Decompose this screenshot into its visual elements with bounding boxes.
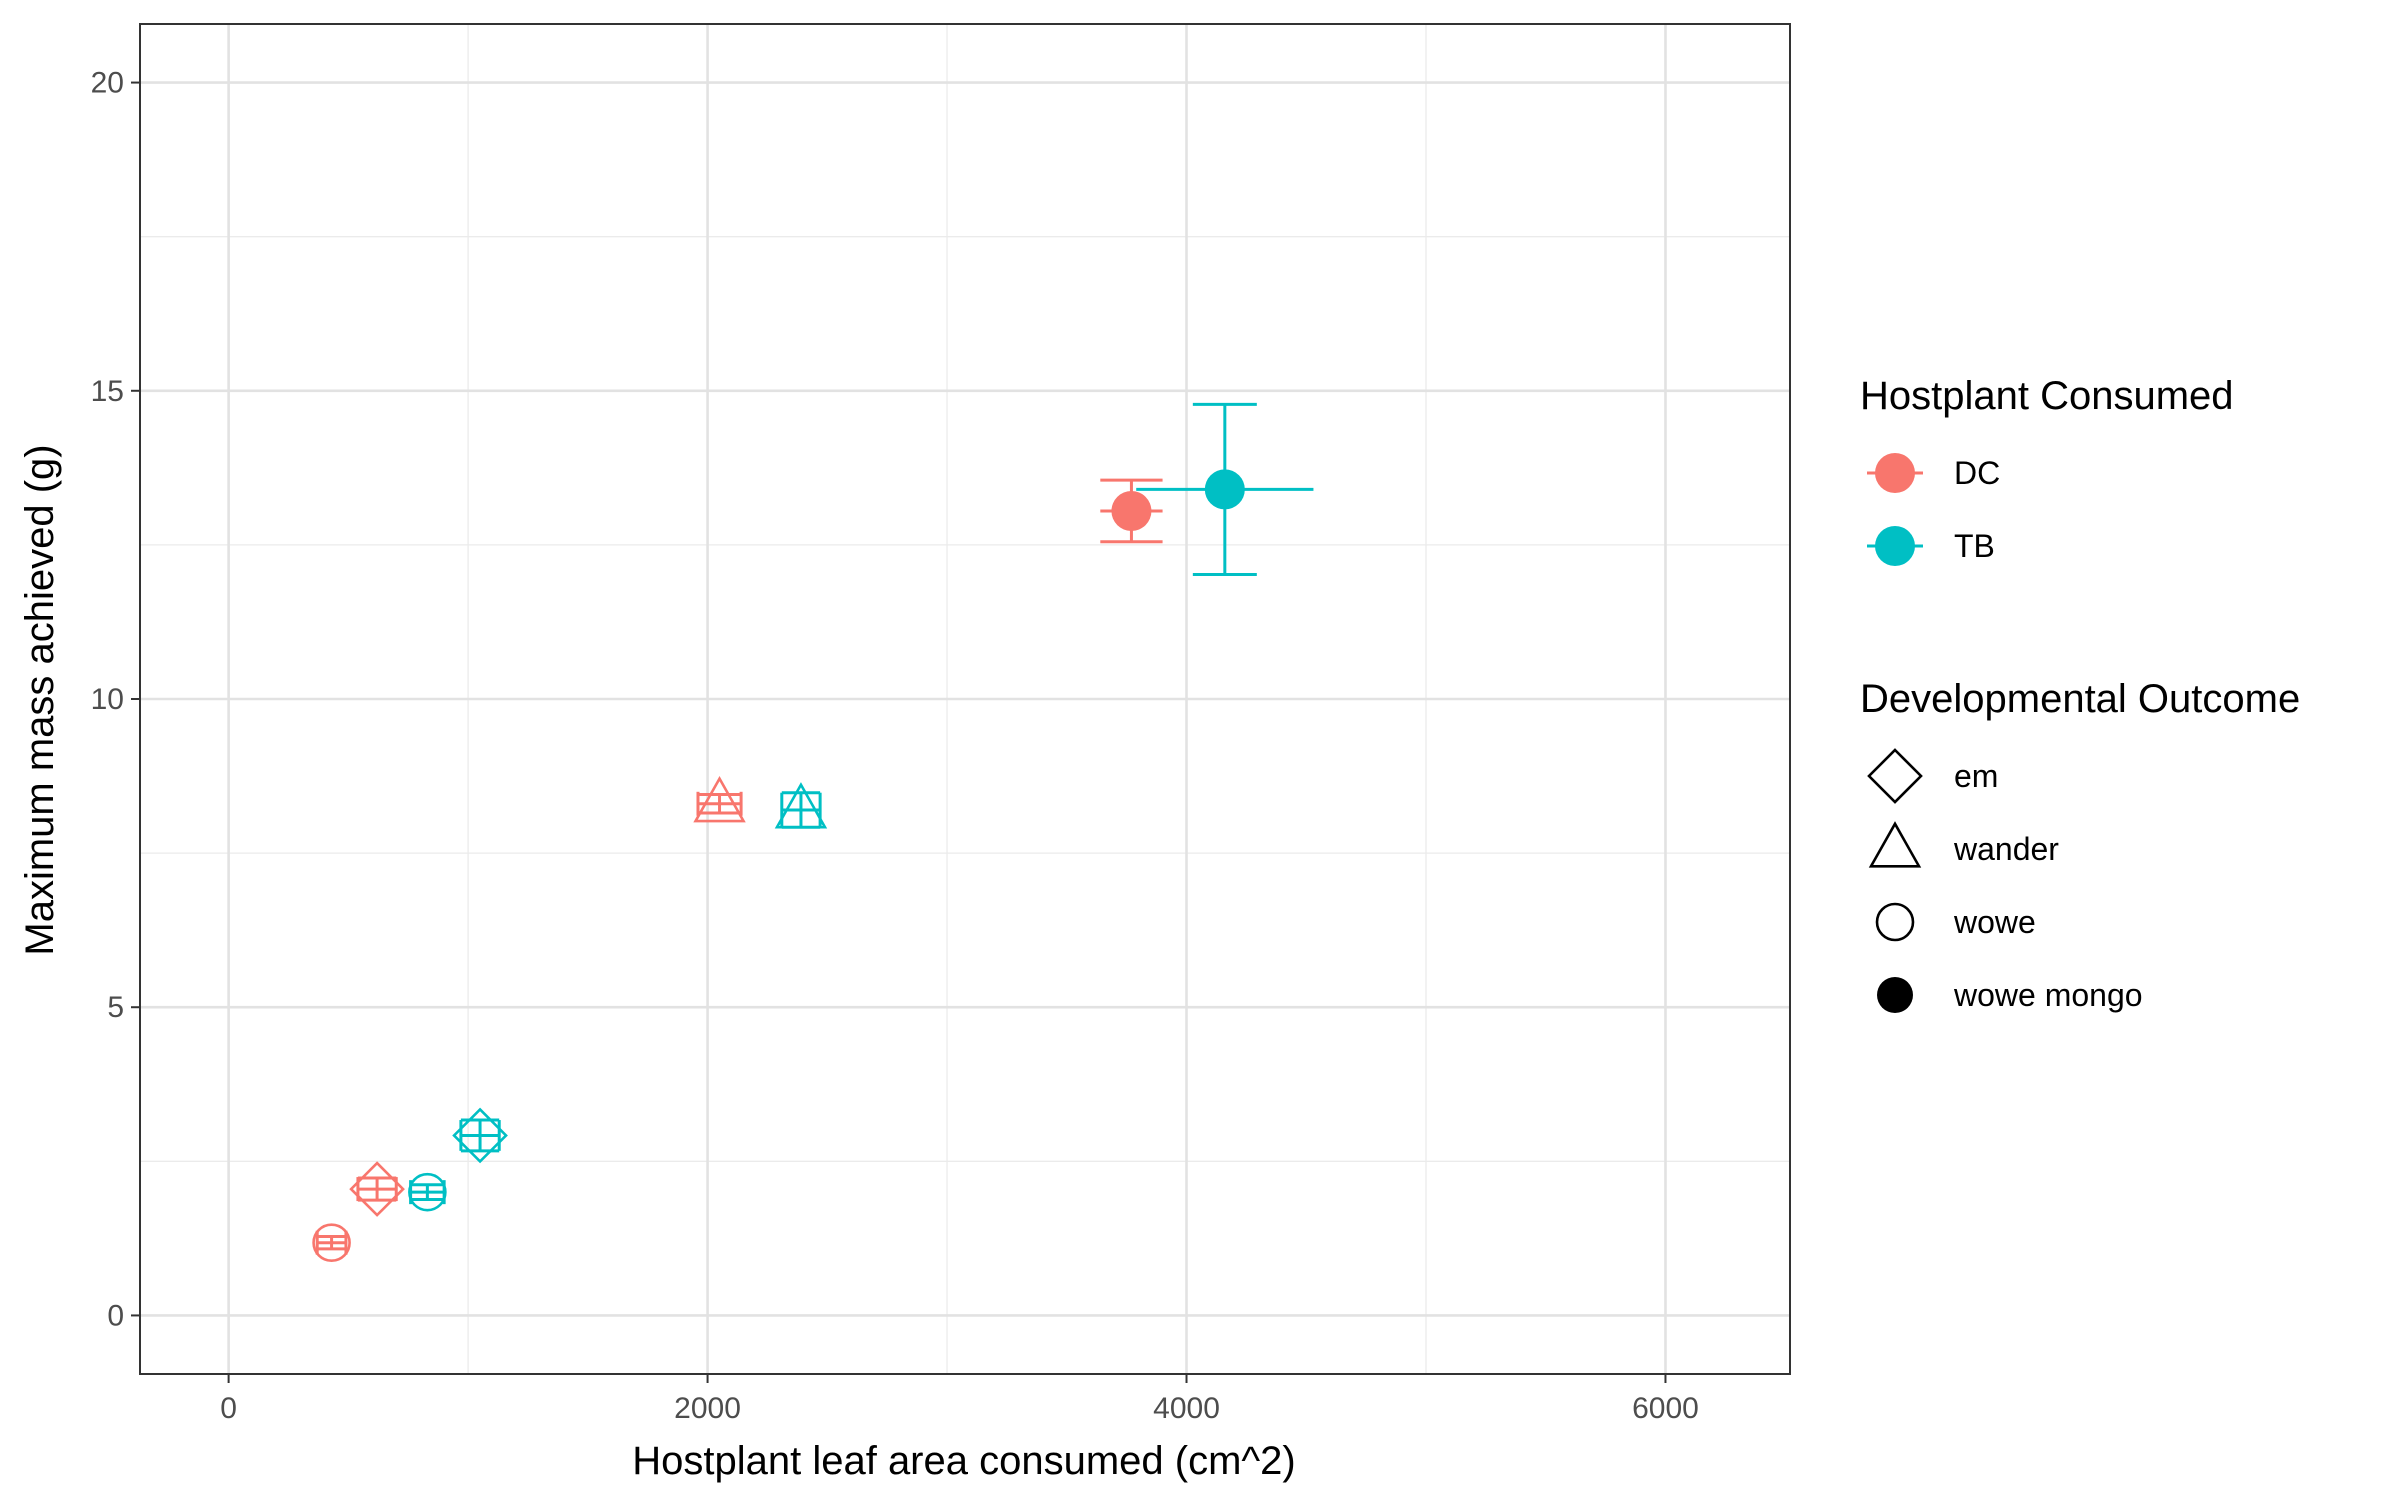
x-tick-label: 0 xyxy=(220,1392,237,1425)
legend-label-shape: wander xyxy=(1953,831,2059,867)
data-point-dc xyxy=(693,775,746,823)
data-point-tb xyxy=(1204,469,1245,510)
legend-key-shape xyxy=(1867,748,1923,804)
legend: Hostplant Consumed DC TB Developmental Ou… xyxy=(1860,374,2300,1013)
axis-tick-labels: 0 2000 4000 6000 0 5 10 15 20 xyxy=(91,67,1699,1425)
legend-label-shape: wowe mongo xyxy=(1953,977,2143,1013)
y-tick-label: 10 xyxy=(91,683,124,716)
data-point-dc xyxy=(312,1223,351,1262)
legend-key-shape xyxy=(1868,821,1922,868)
data-point-dc xyxy=(1111,490,1152,531)
data-point-tb xyxy=(452,1107,508,1164)
y-tick-label: 15 xyxy=(91,375,124,408)
error-bars xyxy=(315,402,1314,1255)
legend-color-title: Hostplant Consumed xyxy=(1860,374,2234,418)
legend-key-dc xyxy=(1875,453,1915,493)
x-tick-label: 2000 xyxy=(674,1392,741,1425)
legend-label-shape: em xyxy=(1954,758,1998,794)
data-points xyxy=(312,469,1245,1262)
y-tick-label: 0 xyxy=(107,1299,124,1332)
data-point-tb xyxy=(408,1172,447,1212)
x-tick-label: 6000 xyxy=(1632,1392,1699,1425)
grid-major xyxy=(140,24,1790,1374)
legend-color-entries: DC TB xyxy=(1867,453,2000,566)
legend-key-shape xyxy=(1875,902,1915,942)
x-axis-title: Hostplant leaf area consumed (cm^2) xyxy=(632,1439,1296,1483)
grid-minor xyxy=(140,24,1790,1374)
legend-key-shape xyxy=(1877,977,1913,1013)
y-axis-title: Maximum mass achieved (g) xyxy=(18,444,62,955)
legend-label-tb: TB xyxy=(1954,528,1995,564)
y-tick-label: 20 xyxy=(91,67,124,100)
legend-shape-entries: em wander wowe wowe mongo xyxy=(1867,748,2143,1013)
data-point-dc xyxy=(349,1161,405,1217)
legend-label-dc: DC xyxy=(1954,455,2000,491)
legend-shape-title: Developmental Outcome xyxy=(1860,677,2300,721)
legend-label-shape: wowe xyxy=(1953,904,2036,940)
y-tick-label: 5 xyxy=(107,991,124,1024)
x-tick-label: 4000 xyxy=(1153,1392,1220,1425)
legend-key-tb xyxy=(1875,526,1915,566)
data-point-tb xyxy=(774,782,828,829)
axis-ticks xyxy=(131,81,1667,1383)
